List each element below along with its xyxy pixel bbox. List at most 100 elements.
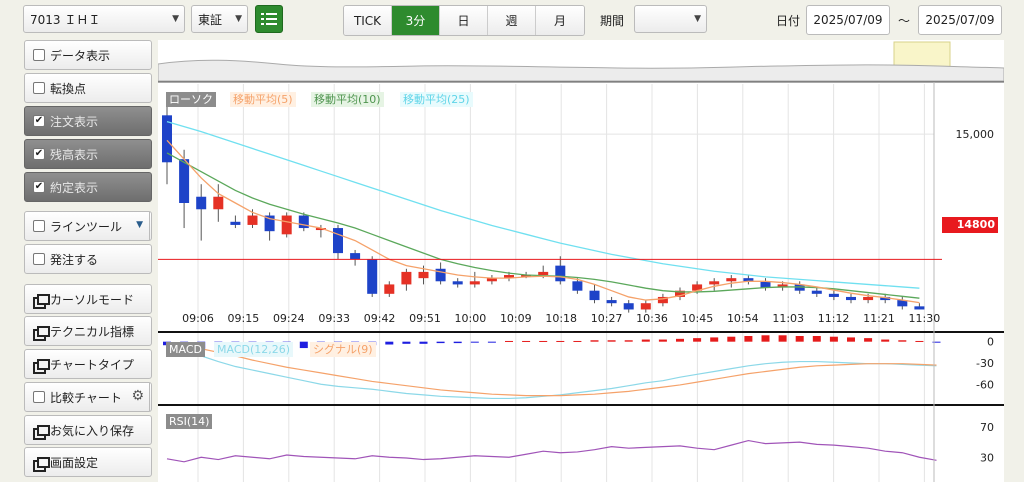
macd-hist-bar	[624, 340, 633, 342]
legend-signal: シグナル(9)	[310, 342, 376, 357]
macd-hist-bar	[778, 335, 787, 342]
date-to-input[interactable]: 2025/07/09	[918, 5, 1002, 35]
checkbox-checked-icon: ✔	[33, 181, 45, 193]
sidebar-item-label: テクニカル指標	[50, 324, 135, 339]
candle-body	[623, 303, 634, 310]
macd-hist-bar	[864, 338, 873, 342]
chevron-down-icon: ▼	[172, 14, 179, 24]
sidebar-item-label: カーソルモード	[50, 292, 135, 307]
x-tick-label: 10:18	[545, 312, 577, 325]
interval-tabs: TICK 3分 日 週 月	[343, 5, 585, 36]
tab-week[interactable]: 週	[488, 6, 536, 35]
period-select[interactable]: ▼	[634, 5, 707, 33]
sidebar-item-save-favorite[interactable]: お気に入り保存	[24, 415, 152, 445]
navigator[interactable]	[157, 41, 1005, 82]
x-tick-label: 10:36	[636, 312, 668, 325]
sidebar-item-balance-display[interactable]: ✔ 残高表示	[24, 139, 152, 169]
symbol-value: 7013 ＩＨＩ	[30, 12, 101, 27]
sidebar-item-label: チャートタイプ	[50, 357, 134, 372]
legend-ma10: 移動平均(10)	[311, 92, 384, 107]
macd-hist-bar	[299, 341, 308, 349]
macd-hist-bar	[676, 338, 684, 342]
x-tick-label: 09:51	[409, 312, 441, 325]
window-icon	[33, 325, 50, 341]
candle-body	[589, 290, 600, 301]
checkbox-checked-icon: ✔	[33, 115, 45, 127]
tab-month[interactable]: 月	[536, 6, 584, 35]
macd-hist-bar	[436, 341, 445, 344]
candle-body	[914, 306, 925, 310]
rsi-tick-label: 30	[980, 451, 994, 464]
candle-body	[247, 215, 258, 225]
candle-body	[469, 281, 480, 285]
ma-lines-layer	[166, 120, 920, 304]
candle-body	[230, 221, 241, 225]
sidebar-item-data-display[interactable]: データ表示	[24, 40, 152, 70]
x-tick-label: 11:03	[772, 312, 804, 325]
x-tick-label: 11:21	[863, 312, 895, 325]
candle-body	[162, 115, 172, 163]
macd-hist-bar	[795, 336, 804, 342]
sidebar-item-compare-chart[interactable]: 比較チャート ⚙	[24, 382, 152, 412]
chart-svg[interactable]: 09:06 09:15 09:24 09:33 09:42 09:51 10:00 10:09…	[157, 40, 1005, 482]
window-icon	[33, 358, 50, 374]
macd-hist-bar	[556, 340, 565, 342]
window-icon	[33, 424, 50, 440]
chevron-down-icon: ▼	[694, 14, 701, 24]
x-tick-label: 09:42	[364, 312, 396, 325]
sidebar-item-technical-indicators[interactable]: テクニカル指標	[24, 316, 152, 346]
x-tick-label: 09:06	[182, 312, 214, 325]
gear-icon[interactable]: ⚙	[131, 388, 144, 404]
market-select[interactable]: 東証 ▼	[191, 5, 248, 33]
macd-hist-bar	[898, 340, 907, 342]
candle-body	[298, 215, 309, 229]
sidebar-item-execution-display[interactable]: ✔ 約定表示	[24, 172, 152, 202]
price-line-label: 14800	[942, 217, 998, 233]
candle-body	[452, 281, 463, 285]
candle-body	[897, 300, 908, 307]
chevron-down-icon[interactable]: ▼	[136, 220, 143, 230]
candle-body	[692, 284, 703, 291]
macd-hist-bar	[693, 338, 702, 342]
sidebar-item-chart-type[interactable]: チャートタイプ	[24, 349, 152, 379]
sidebar-item-line-tool[interactable]: ラインツール ▼	[24, 211, 152, 241]
date-from-input[interactable]: 2025/07/09	[806, 5, 890, 35]
legend-macd-line: MACD(12,26)	[214, 342, 294, 357]
macd-hist-bar	[932, 341, 941, 343]
macd-hist-bar	[641, 339, 650, 342]
candle-body	[846, 296, 856, 301]
candle-body	[828, 293, 839, 297]
sidebar-item-turning-point[interactable]: 転換点	[24, 73, 152, 103]
rsi-panel	[166, 439, 937, 463]
symbol-select[interactable]: 7013 ＩＨＩ ▼	[23, 5, 185, 33]
candle-body	[367, 259, 378, 294]
sidebar-item-label: ラインツール	[50, 219, 123, 234]
macd-hist-bar	[812, 336, 821, 342]
macd-hist-bar	[658, 339, 667, 342]
checkbox-icon	[33, 49, 45, 61]
candle-body	[555, 265, 566, 282]
list-menu-button[interactable]	[255, 5, 283, 33]
sidebar-item-label: 残高表示	[50, 147, 99, 162]
sidebar-item-screen-settings[interactable]: 画面設定	[24, 447, 152, 477]
tab-tick[interactable]: TICK	[344, 6, 392, 35]
sidebar-item-label: データ表示	[50, 48, 111, 63]
tab-3min[interactable]: 3分	[392, 6, 440, 35]
x-tick-label: 11:12	[818, 312, 850, 325]
candle-body	[504, 275, 514, 279]
chart-area[interactable]: 09:06 09:15 09:24 09:33 09:42 09:51 10:00 10:09…	[157, 40, 1005, 482]
candle-body	[315, 228, 326, 231]
market-value: 東証	[198, 12, 223, 27]
candle-body	[863, 296, 874, 301]
tab-day[interactable]: 日	[440, 6, 488, 35]
sidebar-item-label: 発注する	[50, 252, 99, 267]
sidebar-item-cursor-mode[interactable]: カーソルモード	[24, 284, 152, 314]
y-tick-label: 15,000	[956, 128, 995, 141]
chevron-down-icon: ▼	[235, 14, 242, 24]
checkbox-checked-icon: ✔	[33, 148, 45, 160]
macd-hist-bar	[573, 340, 582, 342]
sidebar-item-order-display[interactable]: ✔ 注文表示	[24, 106, 152, 136]
macd-hist-bar	[727, 336, 736, 342]
sidebar-item-place-order[interactable]: 発注する	[24, 244, 152, 274]
candle-body	[418, 271, 429, 279]
